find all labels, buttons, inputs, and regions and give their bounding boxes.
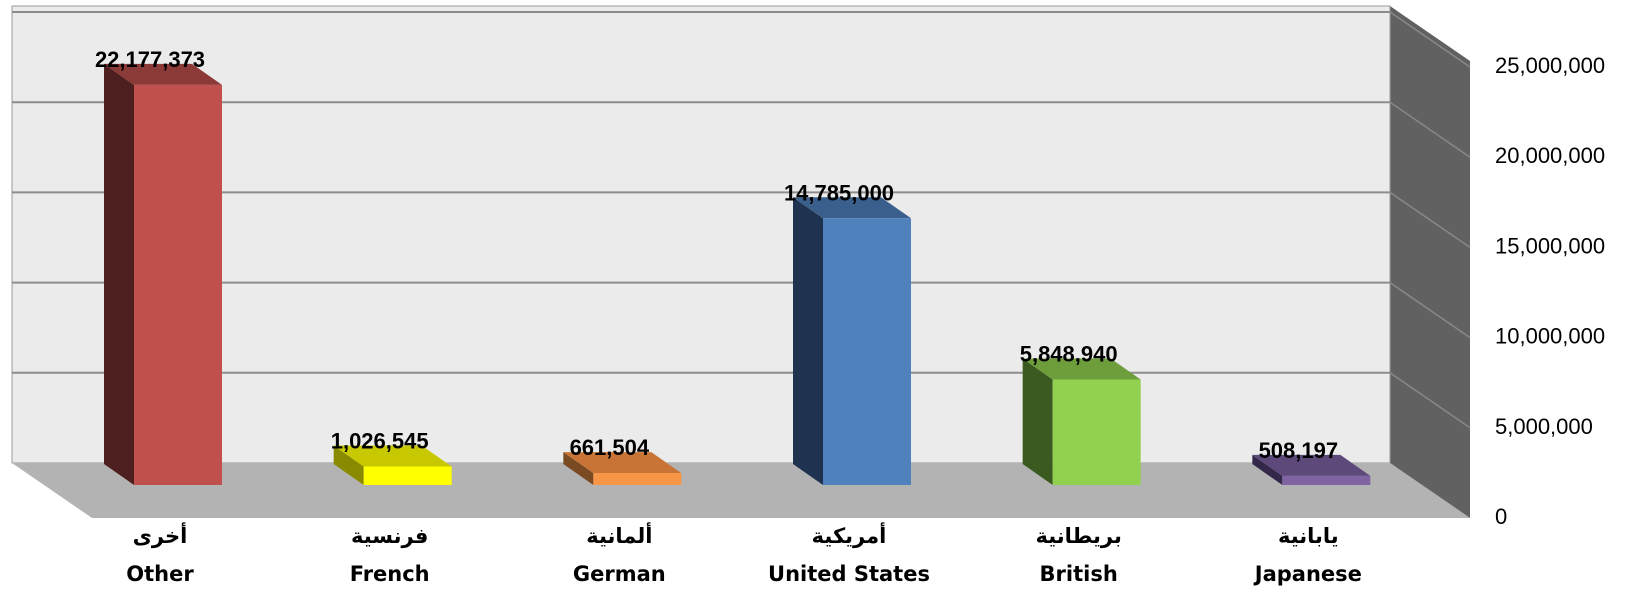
category-label-ar: ألمانية	[586, 521, 652, 548]
bar-side	[104, 63, 134, 485]
bar-top	[104, 63, 222, 85]
bar-french	[333, 445, 452, 485]
side-wall	[1390, 6, 1470, 518]
category-label-ar: يابانية	[1278, 524, 1339, 548]
value-label: 5,848,940	[1020, 341, 1118, 366]
y-tick-label: 20,000,000	[1495, 143, 1605, 168]
bar-top	[1252, 454, 1371, 476]
bar-front	[1282, 475, 1371, 485]
bar-top	[333, 445, 452, 467]
bar-united-states	[793, 197, 911, 485]
bar-japanese	[1252, 454, 1371, 485]
value-label: 22,177,373	[95, 47, 205, 72]
y-tick-label: 0	[1495, 504, 1507, 529]
bars	[104, 63, 1371, 485]
bar-other	[104, 63, 222, 485]
category-label-ar: بريطانية	[1035, 524, 1121, 548]
category-label-ar: فرنسية	[351, 524, 428, 548]
category-label-en: British	[1040, 562, 1118, 586]
bar-front	[593, 473, 682, 485]
category-label-en: French	[350, 562, 430, 586]
floor	[12, 463, 1470, 518]
category-label-ar: أخرى	[133, 521, 188, 548]
bar-front	[363, 466, 452, 485]
bar-side	[1022, 358, 1053, 485]
category-labels: أخرى Other فرنسية French ألمانية German أمريكي…	[126, 521, 1362, 586]
bar-front	[823, 218, 911, 485]
bar-side	[1252, 454, 1283, 485]
side-gridline	[1389, 11, 1471, 68]
gridlines	[12, 11, 1471, 429]
bar-front	[1052, 379, 1141, 485]
bar-front	[134, 84, 222, 485]
y-tick-label: 5,000,000	[1495, 414, 1593, 439]
bar-side	[563, 452, 594, 485]
bar-german	[563, 452, 682, 485]
y-tick-label: 15,000,000	[1495, 233, 1605, 258]
side-gridline	[1389, 281, 1471, 339]
value-label: 661,504	[570, 435, 650, 460]
data-labels: 22,177,373 1,026,545 661,504 14,785,000 5,84…	[95, 47, 1338, 463]
category-label-en: Japanese	[1253, 562, 1362, 586]
category-label-en: Other	[126, 562, 194, 586]
bar-top	[563, 452, 682, 474]
side-gridline	[1389, 101, 1471, 158]
category-label-en: United States	[768, 562, 930, 586]
bar-british	[1022, 358, 1141, 485]
category-label-ar: أمريكية	[812, 521, 887, 548]
value-label: 508,197	[1259, 438, 1339, 463]
y-axis-tick-labels: 0 5,000,000 10,000,000 15,000,000 20,000,000…	[1495, 53, 1605, 529]
value-label: 14,785,000	[784, 180, 894, 205]
bar-top	[793, 197, 911, 219]
side-gridline	[1389, 191, 1471, 249]
y-tick-label: 10,000,000	[1495, 324, 1605, 349]
side-gridline	[1389, 372, 1471, 429]
y-tick-label: 25,000,000	[1495, 53, 1605, 78]
bar-side	[333, 445, 364, 485]
value-label: 1,026,545	[331, 428, 429, 453]
category-label-en: German	[573, 562, 666, 586]
bar-side	[793, 197, 823, 485]
bar-top	[1022, 358, 1141, 380]
